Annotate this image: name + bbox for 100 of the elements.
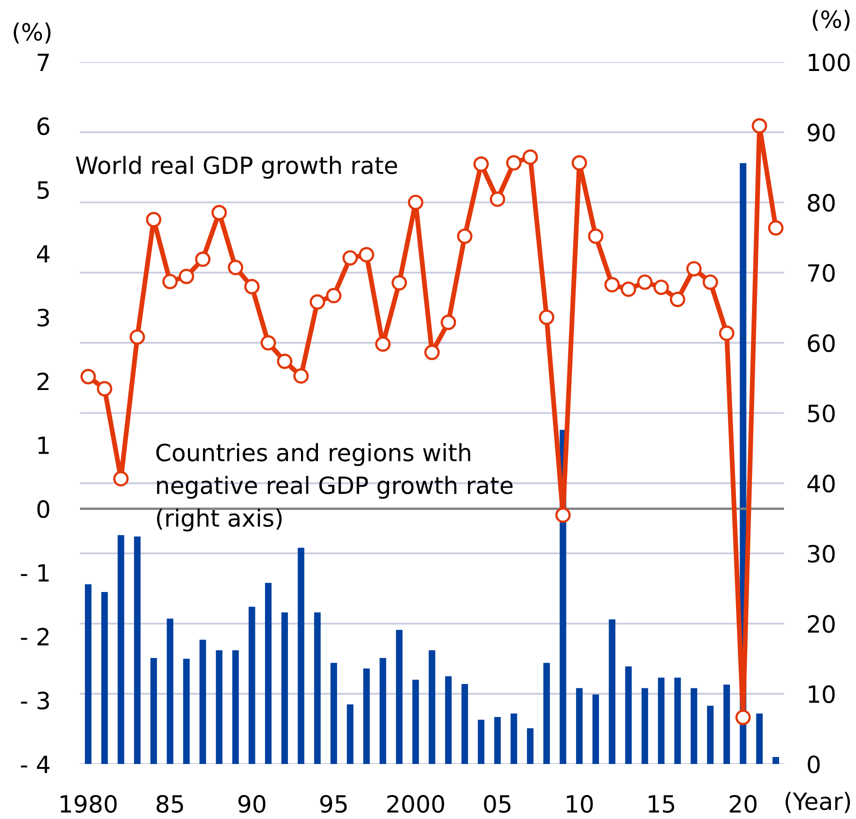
bar [232,650,239,764]
bar [166,618,174,764]
point [752,118,768,134]
y2-axis-title: (%) [812,10,850,31]
y2-tick-label: 40 [807,474,835,493]
point [392,275,407,291]
point [522,149,538,165]
point [670,292,686,308]
bar [658,678,664,764]
bar [461,684,468,764]
y-tick-label: - 4 [20,756,50,773]
x-tick-label: 90 [238,794,266,813]
point [718,326,734,341]
point [113,471,129,486]
y2-tick-label: 70 [808,264,835,282]
point [457,228,472,244]
bar [265,582,272,764]
point [310,294,326,310]
bar [84,584,92,764]
bar [248,606,256,764]
x-tick-label: 20 [730,794,757,813]
point [424,344,440,360]
bar [543,662,550,764]
bar [478,720,484,764]
bar [396,630,403,764]
point [604,277,620,292]
x-tick-label: 05 [484,794,510,813]
bar [380,658,386,764]
bar [412,680,419,764]
y2-tick-label: 20 [808,615,835,633]
point [555,507,571,523]
point [260,335,276,351]
point [195,251,210,267]
y-tick-label: - 3 [20,692,49,710]
point [276,354,292,370]
y-tick-label: 0 [37,500,50,518]
bar [494,716,501,764]
y-tick-label: 3 [38,308,49,327]
y2-tick-label: 50 [808,404,835,422]
x-tick-label: 95 [320,794,347,813]
bar [314,612,321,764]
bar [510,713,518,764]
point [211,204,227,220]
y-tick-label: - 1 [20,564,49,582]
point [162,274,178,290]
bar [118,535,124,764]
bar [134,536,141,764]
series-label: World real GDP growth rate [76,156,398,179]
bar [363,668,370,764]
point [375,336,391,352]
point [702,274,718,290]
bar [674,678,681,764]
point [408,194,424,210]
x-tick-label: 1980 [60,794,117,813]
point [146,212,162,228]
bar [625,666,632,764]
point [178,268,194,284]
y2-tick-label: 80 [808,194,835,212]
y-axis-title: (%) [14,22,51,44]
y2-tick-label: 90 [808,124,835,142]
point [735,710,751,726]
y-tick-label: 2 [38,372,48,390]
y2-tick-label: 100 [808,53,850,72]
bar [592,694,599,764]
point [342,250,358,266]
x-tick-label: 2000 [387,794,444,813]
y2-tick-label: 30 [808,544,835,563]
y-tick-label: 1 [38,436,49,454]
point [572,155,588,171]
y2-tick-label: 0 [808,755,820,774]
bar [346,704,354,764]
bar [150,658,157,764]
point [440,314,456,330]
bar [756,713,763,764]
point [620,281,636,297]
bar [723,684,730,764]
bar [101,592,108,764]
bar [707,706,714,764]
point [768,220,784,236]
x-tick-label: 85 [156,794,184,813]
series-label: Countries and regions with negative real GDP growth rate (right axis) [156,443,513,532]
point [358,247,374,262]
point [228,260,244,276]
point [637,274,653,290]
bar [445,676,452,764]
point [538,310,554,325]
point [506,155,522,171]
y-tick-label: - 2 [20,628,48,646]
point [80,368,96,384]
bar [281,612,288,764]
y-tick-label: 4 [36,245,50,262]
y-tick-label: 5 [38,181,49,199]
bar [330,662,338,764]
bar [642,688,648,764]
point [293,368,309,384]
point [326,288,342,304]
bar [200,640,206,764]
point [654,280,669,295]
bar [526,728,534,764]
bar [690,688,698,764]
